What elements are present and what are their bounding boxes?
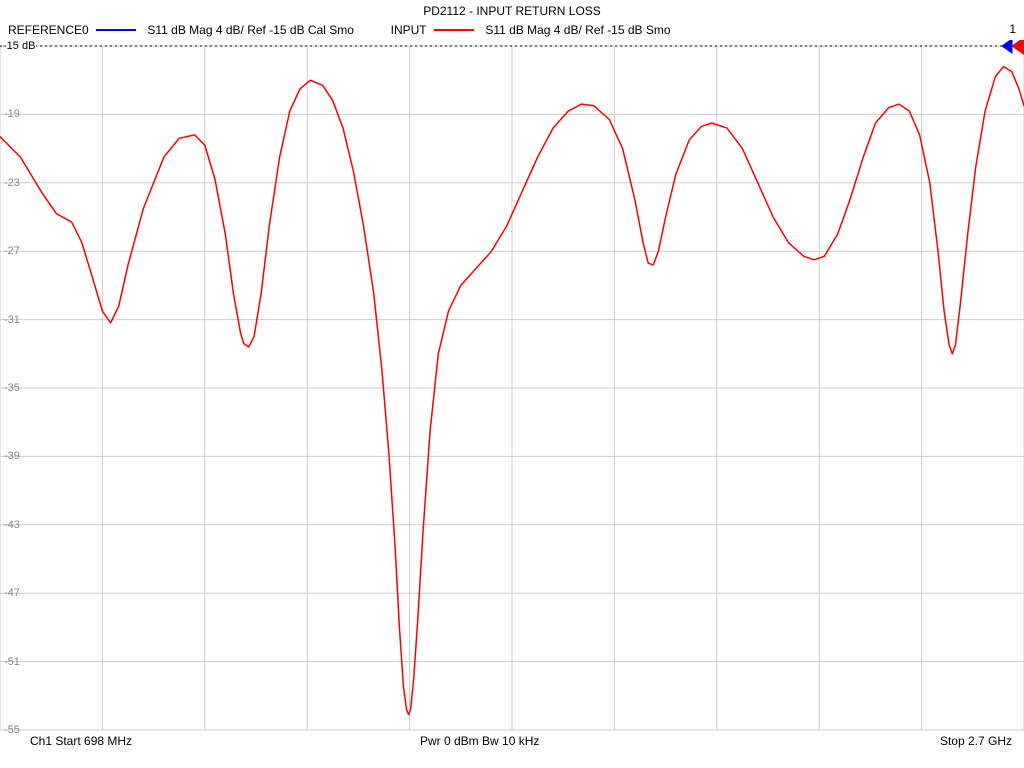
legend1-desc: S11 dB Mag 4 dB/ Ref -15 dB Cal Smo — [147, 23, 354, 37]
y-tick-label: -27 — [4, 245, 20, 257]
power-bw-label: Pwr 0 dBm Bw 10 kHz — [420, 734, 539, 748]
y-tick-label: -47 — [4, 587, 20, 599]
y-tick-label: -55 — [4, 724, 20, 736]
y-tick-label: -35 — [4, 382, 20, 394]
chart-title: PD2112 - INPUT RETURN LOSS — [0, 0, 1024, 20]
y-tick-label: -39 — [4, 450, 20, 462]
y-tick-label: -23 — [4, 177, 20, 189]
y-tick-label: -31 — [4, 314, 20, 326]
legend1-name: REFERENCE0 — [8, 23, 89, 37]
x-start-label: Ch1 Start 698 MHz — [30, 734, 132, 748]
footer-bar: Ch1 Start 698 MHz Pwr 0 dBm Bw 10 kHz St… — [0, 732, 1024, 748]
legend2-name: INPUT — [391, 23, 427, 37]
legend-bar: REFERENCE0 S11 dB Mag 4 dB/ Ref -15 dB C… — [0, 20, 1024, 40]
chart-svg — [0, 40, 1024, 752]
y-tick-label: -19 — [4, 108, 20, 120]
legend2-swatch — [434, 29, 474, 31]
marker-index: 1 — [1009, 22, 1016, 36]
plot-area: -15 dB -19 -23 -27 -31 -35 -39 -43 -47 -51 -55 Ch… — [0, 40, 1024, 752]
legend2-desc: S11 dB Mag 4 dB/ Ref -15 dB Smo — [485, 23, 670, 37]
ref-level-label: -15 dB — [2, 40, 36, 52]
x-stop-label: Stop 2.7 GHz — [940, 734, 1012, 748]
legend1-swatch — [96, 29, 136, 31]
y-tick-label: -43 — [4, 519, 20, 531]
y-tick-label: -51 — [4, 656, 20, 668]
